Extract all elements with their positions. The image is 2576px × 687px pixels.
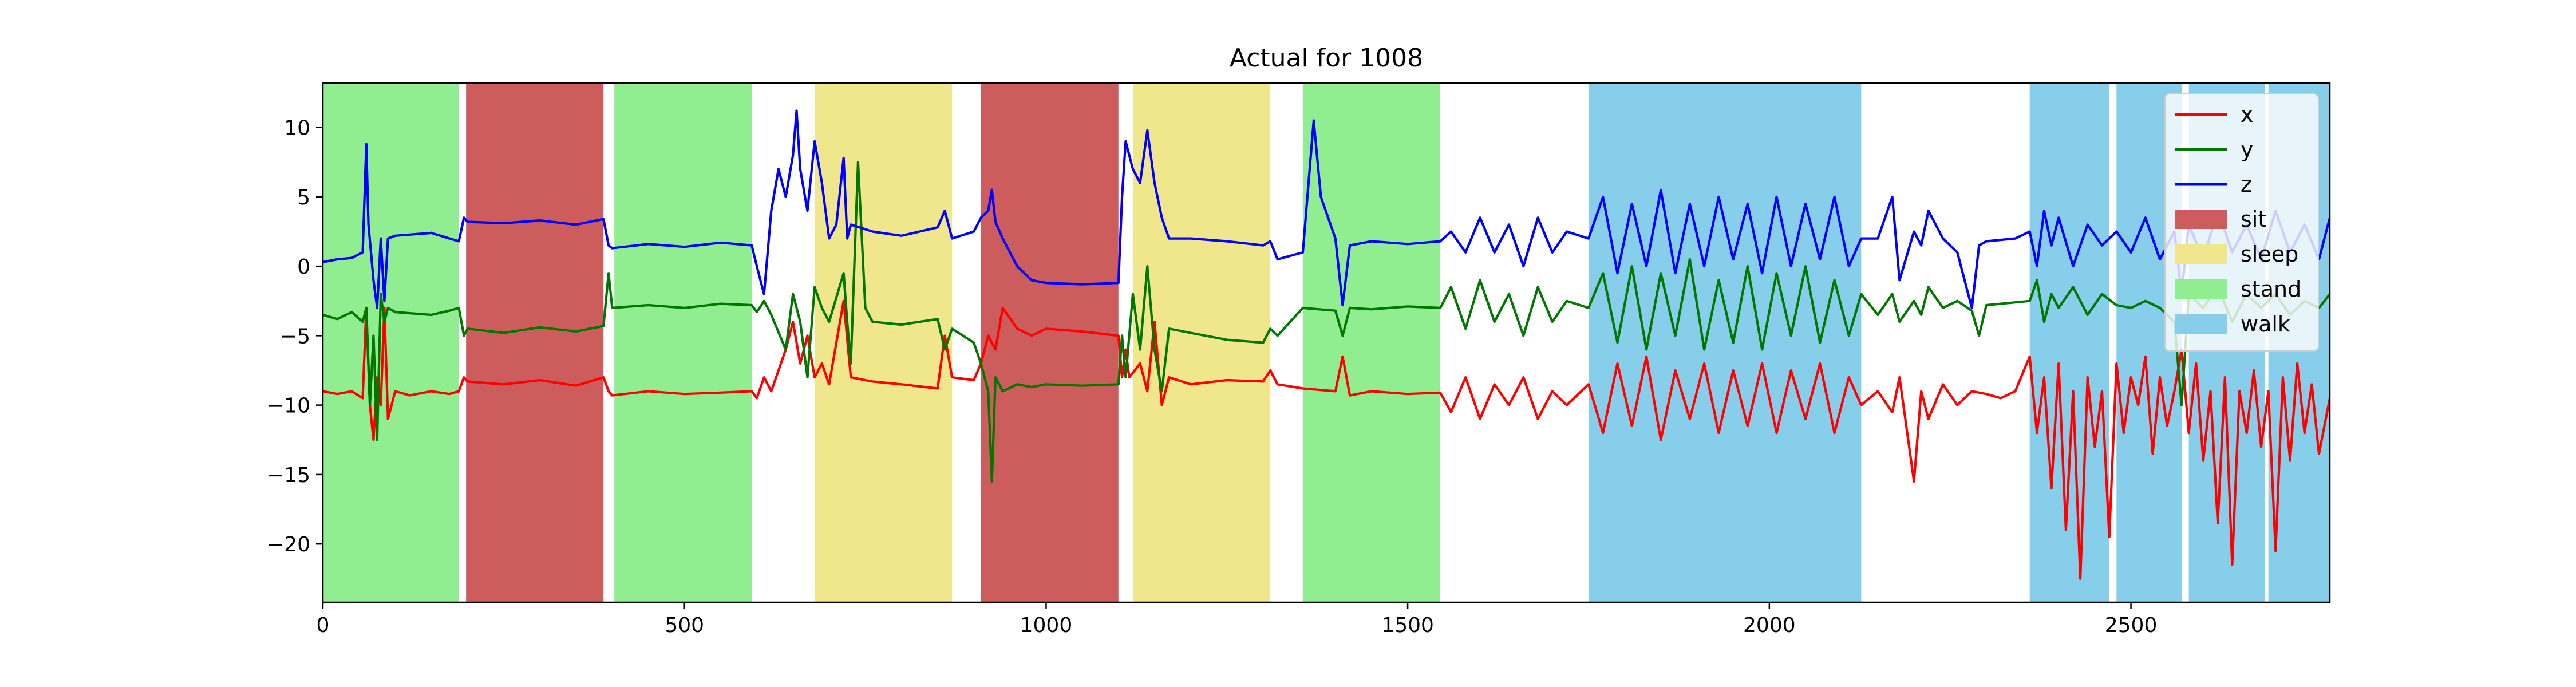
legend-label-x: x bbox=[2241, 102, 2254, 127]
plot-frame bbox=[322, 82, 2331, 603]
activity-segments bbox=[323, 83, 2330, 602]
x-tick-label-2000: 2000 bbox=[1743, 614, 1796, 637]
segment-stand-0 bbox=[323, 83, 459, 602]
series-lines bbox=[323, 109, 2330, 580]
x-tick-label-0: 0 bbox=[317, 614, 330, 637]
legend-swatch-sleep bbox=[2175, 244, 2227, 264]
y-tick-label--15: −15 bbox=[267, 464, 310, 487]
legend-label-z: z bbox=[2241, 172, 2252, 197]
segment-stand-2 bbox=[614, 83, 752, 602]
x-tick-label-2500: 2500 bbox=[2105, 614, 2158, 637]
segment-walk-8 bbox=[2029, 83, 2109, 602]
segment-stand-6 bbox=[1302, 83, 1440, 602]
y-tick-label-5: 5 bbox=[297, 186, 310, 210]
series-line-z bbox=[323, 109, 2330, 309]
legend-swatch-sit bbox=[2175, 210, 2227, 229]
legend-label-y: y bbox=[2241, 137, 2254, 162]
legend-label-stand: stand bbox=[2241, 277, 2301, 302]
x-tick-label-500: 500 bbox=[665, 614, 704, 637]
legend-swatch-walk bbox=[2175, 314, 2227, 334]
series-line-x bbox=[323, 299, 2330, 580]
y-tick-label-10: 10 bbox=[284, 117, 310, 140]
legend: xyz sit sleep stand walk bbox=[2164, 93, 2319, 352]
plot-area: 0 500 1000 1500 2000 2500 10 5 0 −5 −10 −15 −20 bbox=[267, 82, 2331, 637]
segment-sit-1 bbox=[466, 83, 604, 602]
y-tick-label--5: −5 bbox=[280, 325, 310, 348]
x-tick-label-1000: 1000 bbox=[1020, 614, 1073, 637]
y-tick-label--10: −10 bbox=[267, 394, 310, 418]
x-tick-label-1500: 1500 bbox=[1381, 614, 1434, 637]
legend-swatch-stand bbox=[2175, 279, 2227, 299]
legend-label-walk: walk bbox=[2241, 311, 2290, 337]
series-line-y bbox=[323, 161, 2330, 483]
segment-walk-7 bbox=[1588, 83, 1862, 602]
legend-label-sit: sit bbox=[2241, 207, 2266, 232]
chart-title: Actual for 1008 bbox=[1230, 44, 1423, 73]
segment-sit-4 bbox=[981, 83, 1119, 602]
y-tick-label-0: 0 bbox=[297, 255, 310, 279]
y-tick-label--20: −20 bbox=[267, 533, 310, 556]
legend-label-sleep: sleep bbox=[2241, 242, 2298, 267]
